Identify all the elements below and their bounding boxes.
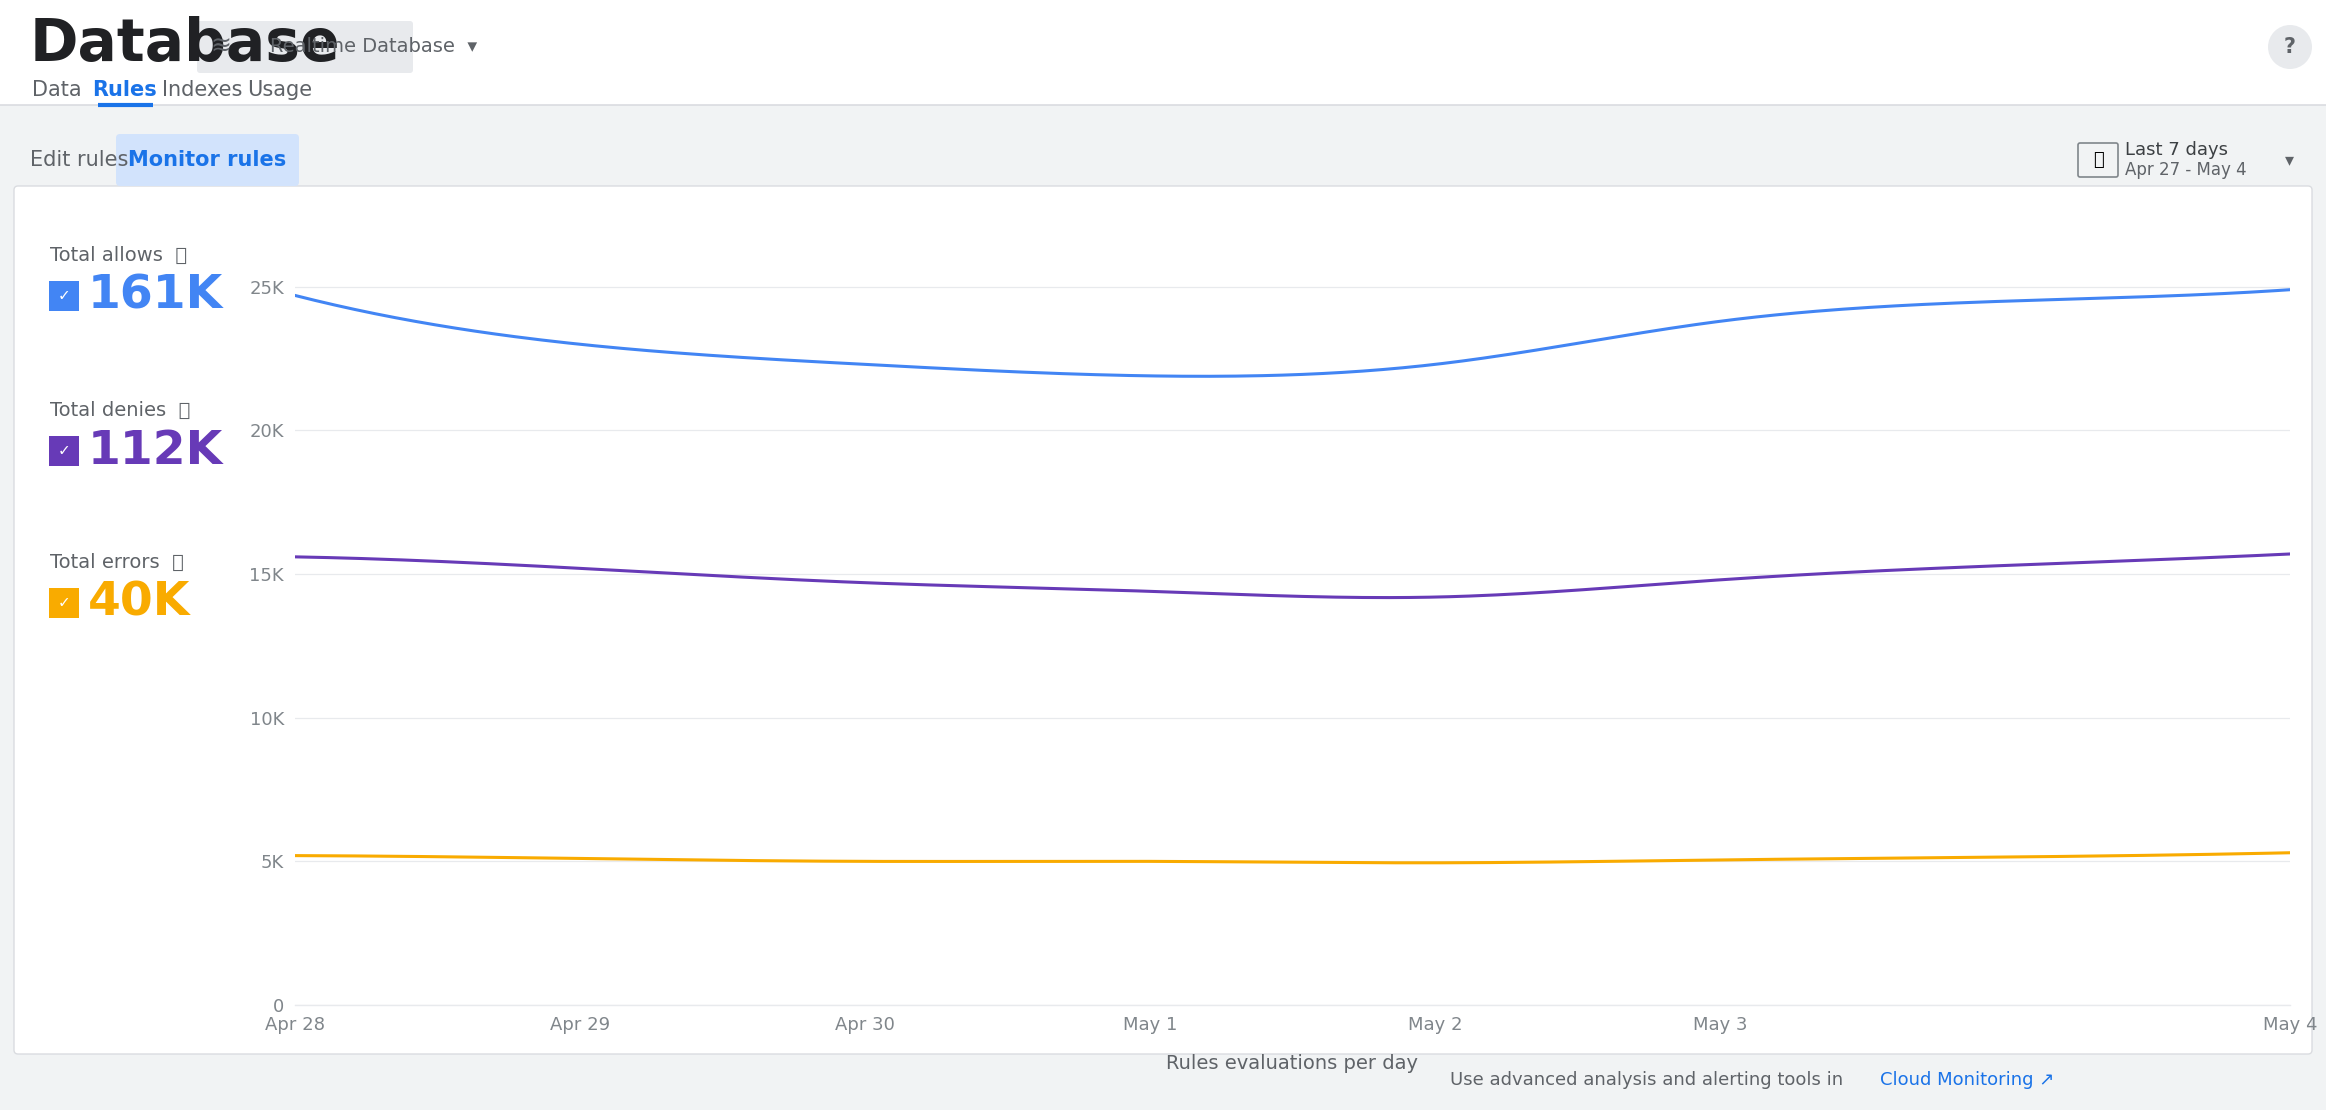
Text: Cloud Monitoring ↗: Cloud Monitoring ↗ xyxy=(1879,1071,2054,1089)
Text: Database: Database xyxy=(30,17,340,73)
X-axis label: Rules evaluations per day: Rules evaluations per day xyxy=(1168,1053,1419,1072)
Text: Usage: Usage xyxy=(247,80,312,100)
Text: 161K: 161K xyxy=(88,273,223,319)
FancyBboxPatch shape xyxy=(49,588,79,618)
FancyBboxPatch shape xyxy=(198,21,414,73)
Text: Realtime Database  ▾: Realtime Database ▾ xyxy=(270,38,477,57)
Text: 112K: 112K xyxy=(88,428,223,474)
Text: Monitor rules: Monitor rules xyxy=(128,150,286,170)
Text: Total denies  ⓘ: Total denies ⓘ xyxy=(49,401,191,420)
Text: 📅: 📅 xyxy=(2093,151,2103,169)
Text: Rules: Rules xyxy=(93,80,158,100)
Text: Use advanced analysis and alerting tools in: Use advanced analysis and alerting tools… xyxy=(1449,1071,1842,1089)
Bar xyxy=(0,0,2326,105)
Text: ✓: ✓ xyxy=(58,595,70,610)
Text: Total errors  ⓘ: Total errors ⓘ xyxy=(49,553,184,572)
Text: ✓: ✓ xyxy=(58,444,70,458)
Text: Total allows  ⓘ: Total allows ⓘ xyxy=(49,245,186,264)
Text: Last 7 days: Last 7 days xyxy=(2126,141,2228,159)
FancyBboxPatch shape xyxy=(116,134,300,186)
Circle shape xyxy=(2268,26,2312,69)
Text: ▾: ▾ xyxy=(2284,151,2293,169)
FancyBboxPatch shape xyxy=(49,281,79,311)
Text: Apr 27 - May 4: Apr 27 - May 4 xyxy=(2126,161,2247,179)
Text: Data: Data xyxy=(33,80,81,100)
Text: Indexes: Indexes xyxy=(163,80,242,100)
Text: ≋: ≋ xyxy=(209,36,230,59)
FancyBboxPatch shape xyxy=(14,186,2312,1054)
FancyBboxPatch shape xyxy=(49,436,79,466)
Text: ✓: ✓ xyxy=(58,289,70,303)
Text: Edit rules: Edit rules xyxy=(30,150,128,170)
Text: 40K: 40K xyxy=(88,581,191,626)
Text: ?: ? xyxy=(2284,37,2296,57)
